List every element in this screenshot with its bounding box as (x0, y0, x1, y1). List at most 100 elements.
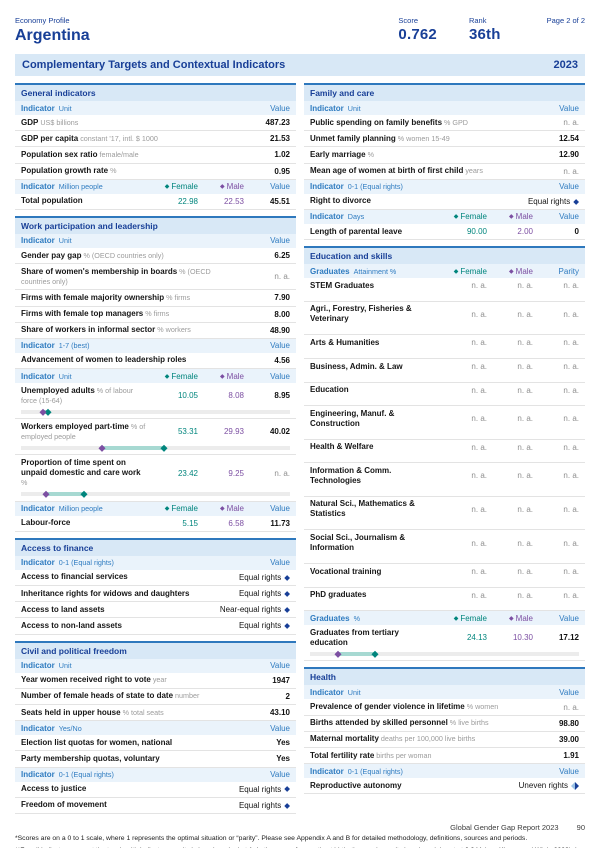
value-cell: n. a. (471, 414, 487, 424)
column-header-indicator: Indicator (21, 723, 55, 733)
table-row: Arts & Humanities n. a. n. a. n. a. (304, 335, 585, 359)
indicator-label: Unemployed adults % of labour force (15-… (21, 385, 134, 405)
rights-value: Uneven rights (519, 781, 579, 790)
rights-value: Equal rights ◆ (238, 621, 290, 631)
column-header-male: ◆ Male (509, 212, 533, 222)
rights-value: Equal rights ◆ (238, 588, 290, 599)
column-header-label: Indicator 1-7 (best) (21, 341, 244, 350)
column-header-label: Indicator Unit (21, 236, 244, 245)
indicator-label: Seats held in upper house % total seats (21, 707, 164, 717)
male-diamond-icon: ◆ (220, 184, 225, 191)
value-cell: 24.13 (466, 633, 487, 643)
column-header-unit: Unit (58, 103, 72, 113)
table-row: Births attended by skilled personnel % l… (304, 716, 585, 732)
table-row: Early marriage % 12.90 (304, 147, 585, 164)
column-header-label: Indicator Unit (21, 661, 244, 670)
indicator-label: Births attended by skilled personnel % l… (310, 718, 489, 728)
value-cell: Yes (276, 738, 290, 748)
value-cell: 1.91 (563, 751, 579, 761)
indicator-label: Early marriage % (310, 149, 374, 159)
band-year: 2023 (553, 59, 578, 71)
value-cell: n. a. (517, 538, 533, 548)
column-header-unit: Attainment % (353, 266, 397, 276)
column-header-row: Graduates% ◆ Female ◆ Male Value (304, 611, 585, 626)
column-header-value: Value (559, 613, 579, 623)
indicator-label: Party membership quotas, voluntary (21, 753, 160, 763)
column-header-label: Indicator Million people (21, 504, 152, 513)
rights-value: Equal rights ◆ (238, 800, 290, 810)
value-cell: n. a. (471, 362, 487, 371)
value-cell: 8.08 (228, 391, 244, 401)
band-title: Complementary Targets and Contextual Ind… (22, 59, 286, 71)
table-row: Number of female heads of state to date … (15, 689, 296, 705)
value-cell: 8.00 (274, 309, 290, 319)
column-header-indicator: Indicator (310, 687, 344, 697)
table-row: Engineering, Manuf. & Construction n. a. n… (304, 406, 585, 440)
footnotes: *Scores are on a 0 to 1 scale, where 1 r… (15, 834, 585, 848)
value-cell: 11.73 (270, 518, 290, 528)
value-cell: 2 (285, 691, 290, 701)
value-cell: n. a. (274, 272, 290, 282)
indicator-label: PhD graduates (310, 590, 367, 600)
column-header-value: Value (270, 236, 290, 246)
table-row: Access to justice Equal rights ◆ (15, 782, 296, 798)
value-cell: n. a. (563, 471, 579, 481)
table-row: Reproductive autonomy Uneven rights (304, 778, 585, 795)
column-header-value: Value (559, 103, 579, 113)
value-cell: 40.02 (269, 427, 290, 437)
column-right: Family and care Indicator Unit Value Public … (304, 83, 585, 820)
value-cell: Yes (276, 754, 290, 764)
female-diamond-icon: ◆ (164, 373, 170, 380)
table-row: Total population 22.98 22.53 45.51 (15, 194, 296, 210)
column-header-indicator: Indicator (310, 182, 344, 192)
indicator-label: Natural Sci., Mathematics & Statistics (310, 499, 415, 519)
column-header-unit: Unit (347, 687, 361, 697)
value-cell: 22.53 (223, 196, 244, 206)
male-marker-icon (98, 444, 105, 452)
value-cell: 21.53 (269, 134, 290, 144)
rank-block: Rank 36th (469, 16, 501, 43)
section-work-participation-and-leadership: Work participation and leadership Indicat… (15, 215, 296, 532)
value-cell: n. a. (563, 590, 579, 600)
column-header-row: Graduates Attainment % ◆ Female ◆ Male Parity (304, 264, 585, 279)
page-indicator: Page 2 of 2 (546, 16, 585, 25)
table-row: Firms with female majority ownership % f… (15, 290, 296, 307)
column-header-unit: 0-1 (Equal rights) (347, 182, 403, 192)
value-cell: n. a. (471, 538, 487, 548)
indicator-label: GDP per capita constant '17, intl. $ 100… (21, 133, 158, 143)
female-diamond-icon: ◆ (164, 184, 170, 191)
value-cell: n. a. (471, 567, 487, 577)
table-row: Firms with female top managers % firms 8.… (15, 307, 296, 323)
rights-diamond-icon: ◆ (284, 588, 290, 598)
indicator-label: Agri., Forestry, Fisheries & Veterinary (310, 304, 412, 324)
column-header-unit: Million people (58, 504, 103, 514)
column-header-value: Value (270, 661, 290, 671)
indicator-label: Year women received right to vote year (21, 675, 167, 685)
column-header-unit: 0-1 (Equal rights) (347, 766, 403, 776)
section-band: Complementary Targets and Contextual Ind… (15, 54, 585, 76)
value-cell: n. a. (517, 471, 533, 481)
table-row: Information & Comm. Technologies n. a. n. … (304, 463, 585, 497)
value-cell: n. a. (274, 468, 290, 478)
value-cell: 0 (574, 227, 579, 237)
gender-bar (21, 490, 290, 498)
column-header-row: Indicator Million people ◆ Female ◆ Male Value (15, 501, 296, 516)
score-label: Score (398, 16, 419, 25)
value-cell: n. a. (563, 504, 579, 514)
column-header-unit: Unit (347, 103, 361, 113)
value-cell: 12.54 (558, 134, 579, 144)
value-cell: n. a. (563, 166, 579, 176)
rights-diamond-icon: ◆ (284, 621, 290, 631)
value-cell: 17.12 (558, 633, 579, 643)
indicator-label: Length of parental leave (310, 226, 403, 236)
table-row: Population sex ratio female/male 1.02 (15, 147, 296, 164)
indicator-label: Labour-force (21, 518, 71, 528)
value-cell: 10.30 (512, 633, 533, 643)
economy-profile-label: Economy Profile (15, 16, 70, 25)
indicator-label: Social Sci., Journalism & Information (310, 533, 406, 553)
indicator-label: Right to divorce (310, 196, 371, 206)
section-title: Access to finance (15, 539, 296, 556)
value-cell: 22.98 (177, 196, 198, 206)
rights-diamond-icon: ◆ (573, 196, 579, 206)
table-row: Public spending on family benefits % GPD… (304, 115, 585, 132)
